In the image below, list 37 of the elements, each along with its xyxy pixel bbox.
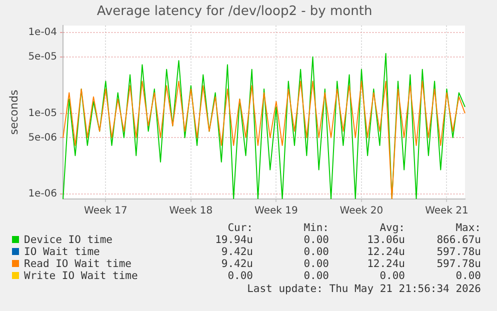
y-axis-title: seconds bbox=[7, 90, 20, 135]
text: Last update: Thu May 21 21:56:34 2026 bbox=[247, 283, 481, 295]
x-tick-label: Week 19 bbox=[254, 206, 298, 217]
y-tick-label: 1e-06 bbox=[28, 188, 58, 200]
text: Avg: bbox=[378, 222, 405, 234]
text: 0.00 bbox=[226, 270, 253, 282]
text: 12.24u bbox=[366, 246, 405, 258]
text: 0.00 bbox=[378, 270, 405, 282]
text: Min: bbox=[302, 222, 329, 234]
text: Cur: bbox=[226, 222, 253, 234]
y-tick-label: 5e-05 bbox=[28, 51, 58, 62]
legend-label: Write IO Wait time bbox=[23, 270, 139, 282]
x-tick-label: Week 18 bbox=[169, 206, 213, 217]
text: 19.94u bbox=[214, 234, 253, 246]
text: 0.00 bbox=[302, 234, 329, 246]
text: 597.78u bbox=[436, 258, 481, 270]
legend-label: Read IO Wait time bbox=[23, 258, 132, 270]
text: 0.00 bbox=[302, 246, 329, 258]
text: 9.42u bbox=[220, 246, 253, 258]
y-tick-label: 1e-05 bbox=[28, 108, 58, 119]
text: 866.67u bbox=[436, 234, 481, 246]
y-tick-label: 1e-04 bbox=[28, 27, 58, 38]
y-tick-label: 5e-06 bbox=[28, 132, 58, 144]
legend-label: Device IO time bbox=[23, 234, 114, 246]
x-tick-label: Week 21 bbox=[425, 206, 468, 217]
text: 0.00 bbox=[454, 270, 481, 282]
text: 597.78u bbox=[436, 246, 481, 258]
x-tick-label: Week 17 bbox=[84, 206, 128, 217]
text: Max: bbox=[454, 222, 481, 234]
x-tick-label: Week 20 bbox=[340, 206, 384, 217]
legend-label: IO Wait time bbox=[23, 246, 101, 258]
text: 0.00 bbox=[302, 270, 329, 282]
text: 9.42u bbox=[220, 258, 253, 270]
text: 0.00 bbox=[302, 258, 329, 270]
text: 13.06u bbox=[366, 234, 405, 246]
chart-title: Average latency for /dev/loop2 - by month bbox=[96, 4, 372, 20]
text: 12.24u bbox=[366, 258, 405, 270]
